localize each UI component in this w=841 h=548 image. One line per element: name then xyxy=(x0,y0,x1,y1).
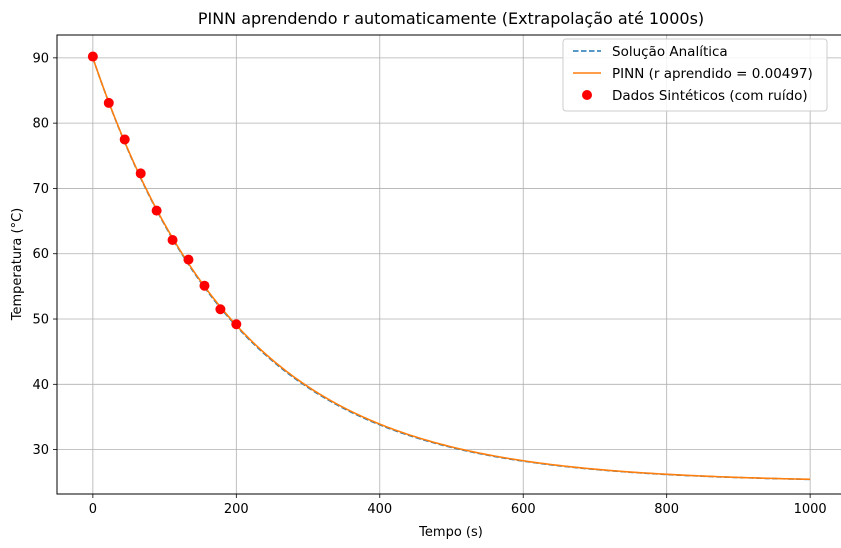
legend-label-data: Dados Sintéticos (com ruído) xyxy=(612,88,808,104)
axis-ticks: 0 200 400 600 800 1000 30 40 50 60 70 80 90 xyxy=(32,51,826,517)
x-tick-label: 600 xyxy=(511,502,536,517)
y-tick-label: 60 xyxy=(32,247,49,262)
plot-frame xyxy=(56,34,841,495)
legend: Solução Analítica PINN (r aprendido = 0.… xyxy=(562,38,828,112)
data-point xyxy=(231,319,242,330)
pinn-line xyxy=(92,57,811,481)
y-tick-label: 80 xyxy=(32,117,49,132)
y-tick-label: 90 xyxy=(32,51,49,66)
y-tick-label: 30 xyxy=(32,443,49,458)
data-point xyxy=(199,280,210,291)
data-point xyxy=(103,97,114,108)
data-point xyxy=(119,134,130,145)
x-tick-label: 0 xyxy=(89,502,97,517)
data-point xyxy=(183,254,194,265)
grid xyxy=(57,35,841,494)
legend-swatch-data xyxy=(582,90,592,100)
y-axis-label: Temperatura (°C) xyxy=(10,208,25,321)
x-tick-label: 1000 xyxy=(794,502,827,517)
y-tick-label: 70 xyxy=(32,182,49,197)
legend-box xyxy=(562,38,828,112)
x-tick-label: 400 xyxy=(367,502,392,517)
data-point xyxy=(135,168,146,179)
x-axis-label: Tempo (s) xyxy=(418,525,483,540)
y-tick-label: 50 xyxy=(32,313,49,328)
data-point xyxy=(87,51,98,62)
data-point xyxy=(215,304,226,315)
scatter-points xyxy=(87,51,242,330)
x-tick-label: 800 xyxy=(654,502,679,517)
chart-title: PINN aprendendo r automaticamente (Extra… xyxy=(198,9,704,28)
plot-lines xyxy=(92,57,811,481)
y-tick-label: 40 xyxy=(32,378,49,393)
data-point xyxy=(151,205,162,216)
legend-label-analytic: Solução Analítica xyxy=(612,44,728,60)
legend-label-pinn: PINN (r aprendido = 0.00497) xyxy=(612,66,813,82)
data-point xyxy=(167,235,178,246)
x-tick-label: 200 xyxy=(224,502,249,517)
